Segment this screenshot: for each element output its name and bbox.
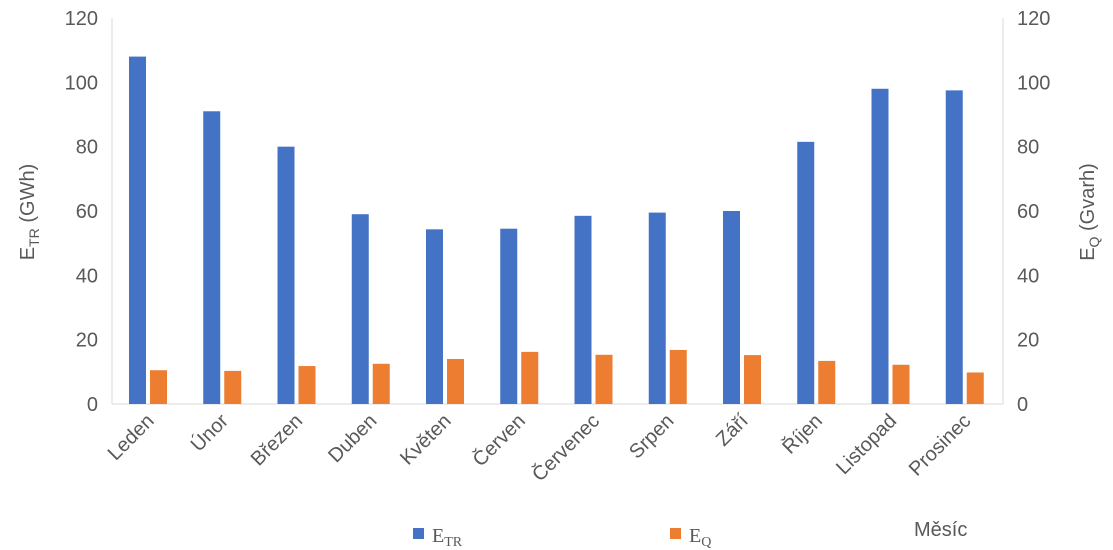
category-label: Listopad: [832, 410, 901, 479]
bar-eq: [669, 349, 687, 404]
left-y-tick-label: 60: [76, 201, 98, 223]
bar-eq: [224, 370, 242, 404]
category-label: Prosinec: [905, 410, 976, 481]
category-labels: Leden Únor Březen Duben Květen ČervenČervenec…: [104, 409, 976, 486]
legend-label-etr: ETR: [432, 525, 463, 550]
bar-etr: [648, 212, 666, 404]
legend-swatch-eq: [670, 528, 681, 539]
bar-eq: [966, 372, 984, 404]
bar-etr: [500, 228, 518, 404]
legend-label-eq: EQ: [689, 525, 711, 550]
legend-swatch-etr: [413, 528, 424, 539]
category-label: Červenec: [527, 409, 604, 486]
bar-eq: [892, 364, 910, 404]
bar-etr: [129, 56, 146, 404]
right-y-axis-title: EQ (Gvarh): [1077, 163, 1102, 261]
left-y-tick-label: 100: [65, 72, 98, 94]
category-label: Únor: [186, 409, 233, 456]
bar-etr: [426, 229, 443, 404]
right-y-tick-label: 60: [1017, 201, 1039, 223]
bar-eq: [818, 360, 836, 404]
right-y-ticks: 0 20 40 60 80 100 120: [1017, 8, 1050, 416]
category-label: Září: [712, 410, 753, 451]
bars: [129, 56, 984, 405]
category-label: Červen: [468, 409, 530, 471]
category-label: Duben: [324, 410, 381, 467]
bar-etr: [945, 90, 963, 404]
bar-etr: [723, 211, 740, 404]
bar-eq: [744, 355, 761, 404]
category-label: Leden: [104, 410, 159, 465]
legend: ETR EQ: [413, 525, 711, 550]
right-y-tick-label: 0: [1017, 394, 1028, 416]
left-y-tick-label: 0: [87, 394, 98, 416]
left-y-ticks: 0 20 40 60 80 100 120: [65, 8, 98, 416]
right-y-tick-label: 80: [1017, 137, 1039, 159]
bar-etr: [797, 141, 815, 404]
bar-eq: [372, 363, 390, 404]
x-axis-title: Měsíc: [914, 519, 967, 541]
bar-eq: [521, 351, 539, 404]
left-y-tick-label: 120: [65, 8, 98, 30]
bar-etr: [574, 215, 592, 404]
right-y-tick-label: 20: [1017, 330, 1039, 352]
category-label: Květen: [396, 410, 456, 470]
right-y-tick-label: 120: [1017, 8, 1050, 30]
category-label: Říjen: [778, 409, 827, 458]
right-y-tick-label: 100: [1017, 72, 1050, 94]
axes: [111, 18, 1004, 405]
left-y-tick-label: 80: [76, 137, 98, 159]
category-label: Březen: [247, 410, 307, 470]
left-y-axis-title: ETR (GWh): [17, 164, 42, 260]
left-y-tick-label: 40: [76, 265, 98, 287]
bar-etr: [277, 146, 295, 404]
bar-eq: [595, 354, 613, 404]
bar-etr: [871, 88, 889, 405]
bar-etr: [351, 214, 369, 404]
bar-eq: [150, 370, 167, 404]
category-label: Srpen: [625, 410, 678, 463]
bar-eq: [447, 358, 464, 404]
right-y-tick-label: 40: [1017, 265, 1039, 287]
bar-etr: [203, 111, 221, 405]
bar-eq: [298, 366, 316, 404]
left-y-tick-label: 20: [76, 330, 98, 352]
